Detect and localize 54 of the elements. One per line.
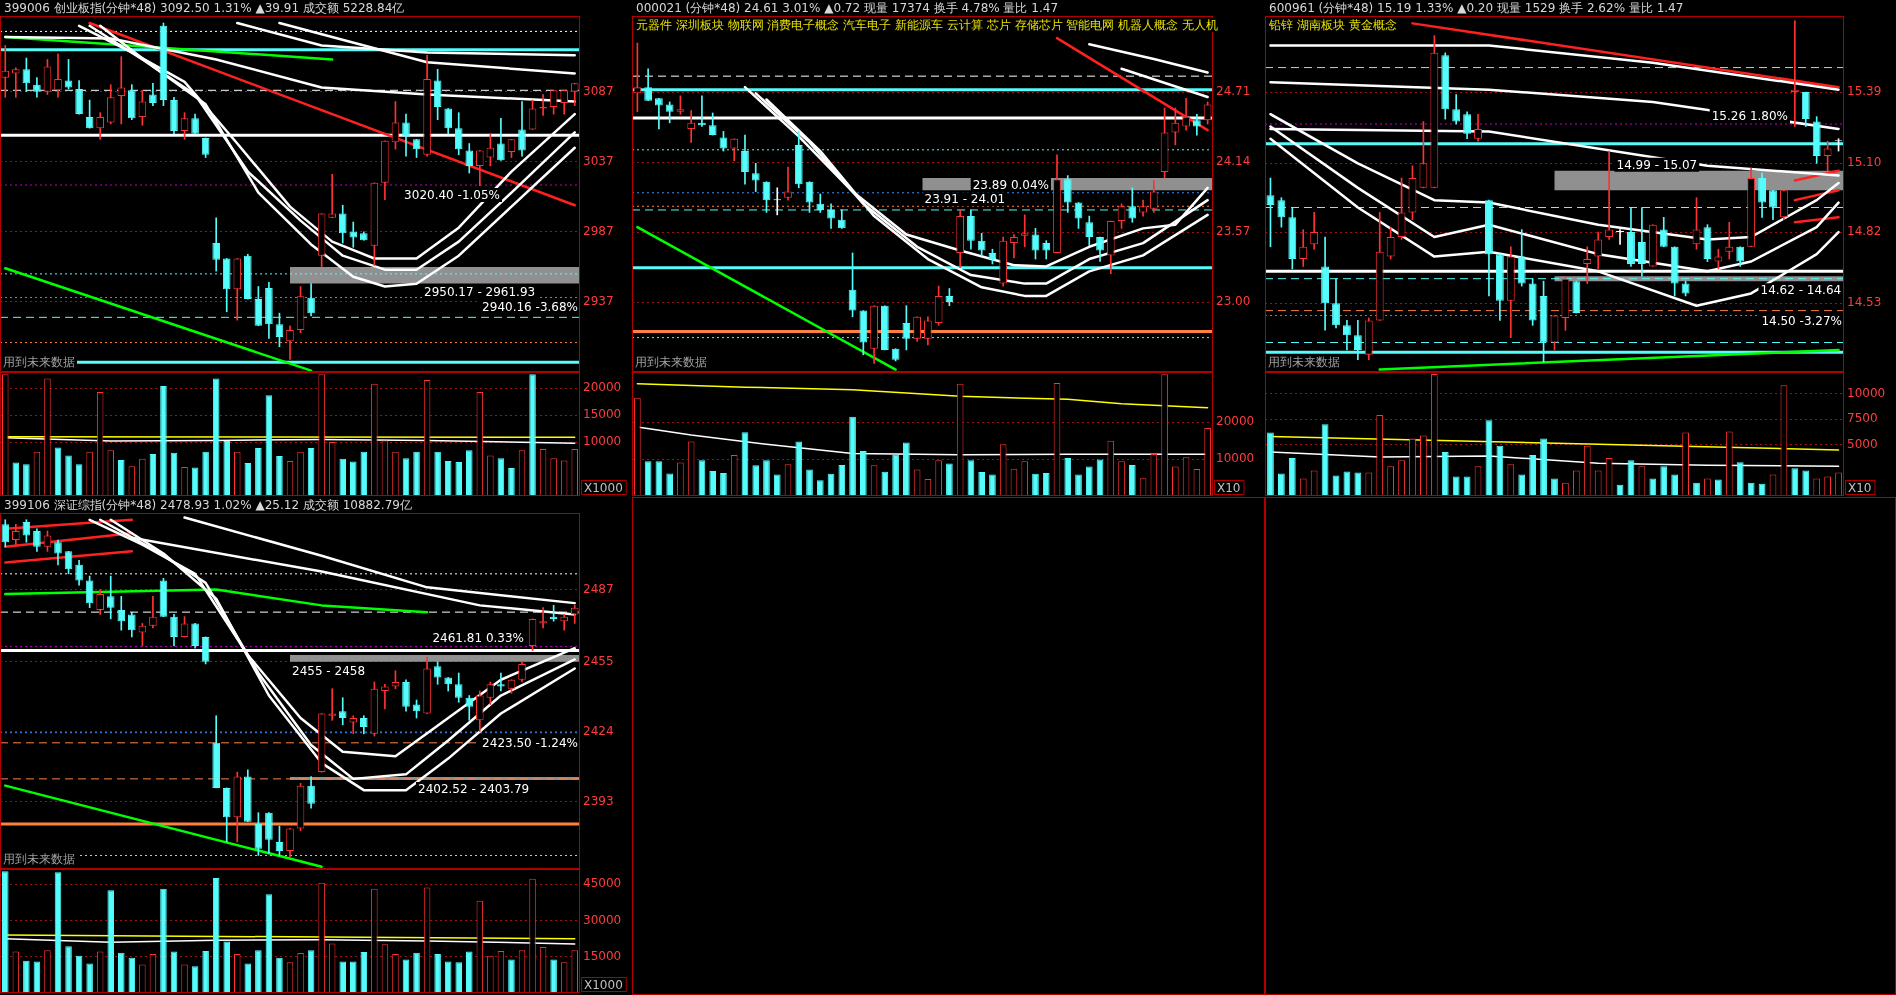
- y-tick-label: 23.57: [1216, 224, 1251, 239]
- y-tick-label: 2455: [583, 653, 614, 668]
- y-tick-label: 2393: [583, 793, 614, 808]
- ref-line-label: 14.50 -3.27%: [1761, 313, 1843, 328]
- y-tick-label: 10000: [1847, 385, 1886, 400]
- y-tick-label: 2424: [583, 723, 614, 738]
- y-tick-label: 2487: [583, 581, 614, 596]
- ref-line-label: 23.89 0.04%: [972, 177, 1050, 192]
- y-tick-label: 15.10: [1847, 155, 1882, 170]
- ref-line-label: 15.26 1.80%: [1711, 109, 1789, 124]
- ref-line-label: 3020.40 -1.05%: [404, 188, 500, 203]
- y-tick-label: 15.39: [1847, 84, 1882, 99]
- ref-line-label: 2940.16 -3.68%: [482, 300, 578, 315]
- y-tick-label: 30000: [583, 912, 622, 927]
- y-tick-label: 15000: [583, 948, 622, 963]
- y-tick-label: 14.82: [1847, 224, 1882, 239]
- chart-title: 600961 (分钟*48) 15.19 1.33% ▲0.20 现量 1529 换手 2.62% 量比 1.47: [1269, 1, 1684, 15]
- band-label: 23.91 - 24.01: [924, 192, 1006, 207]
- y-tick-label: 3037: [583, 153, 614, 168]
- y-tick-label: 10000: [583, 434, 622, 449]
- band-label: 2402.52 - 2403.79: [418, 782, 530, 797]
- y-axis-title: X10: [1217, 481, 1241, 495]
- chart-subtitle: 元器件 深圳板块 物联网 消费电子概念 汽车电子 新能源车 云计算 芯片 存储芯片 智能电网 机器人概念 无人机: [636, 18, 1221, 32]
- band-label: 2455 - 2458: [292, 663, 366, 678]
- band-label: 14.62 - 14.64: [1760, 283, 1842, 298]
- band-label: 2950.17 - 2961.93: [424, 285, 536, 300]
- y-tick-label: 2987: [583, 223, 614, 238]
- chart-subtitle: 铅锌 湖南板块 黄金概念: [1269, 18, 1400, 32]
- y-axis-title: X1000: [584, 978, 623, 992]
- y-tick-label: 7500: [1847, 411, 1878, 426]
- y-tick-label: 24.14: [1216, 154, 1251, 169]
- y-tick-label: 5000: [1847, 436, 1878, 451]
- annotation: 用到未来数据: [3, 355, 75, 369]
- ref-line-label: 2423.50 -1.24%: [482, 735, 578, 750]
- chart-title: 399006 创业板指(分钟*48) 3092.50 1.31% ▲39.91 成交额 5228.84亿: [4, 1, 405, 15]
- y-tick-label: 20000: [1216, 414, 1255, 429]
- annotation: 用到未来数据: [3, 852, 75, 866]
- y-tick-label: 3087: [583, 83, 614, 98]
- y-tick-label: 24.71: [1216, 84, 1251, 99]
- annotation: 用到未来数据: [635, 355, 707, 369]
- chart-title: 000021 (分钟*48) 24.61 3.01% ▲0.72 现量 17374 换手 4.78% 量比 1.47: [636, 1, 1059, 15]
- y-axis-title: X1000: [584, 481, 623, 495]
- band-label: 14.99 - 15.07: [1616, 157, 1698, 172]
- y-tick-label: 14.53: [1847, 295, 1882, 310]
- y-axis-title: X10: [1848, 481, 1872, 495]
- ref-line-label: 2461.81 0.33%: [432, 631, 524, 646]
- y-tick-label: 2937: [583, 294, 614, 309]
- annotation: 用到未来数据: [1268, 355, 1340, 369]
- y-tick-label: 20000: [583, 380, 622, 395]
- y-tick-label: 45000: [583, 876, 622, 891]
- chart-title: 399106 深证综指(分钟*48) 2478.93 1.02% ▲25.12 成交额 10882.79亿: [4, 498, 412, 512]
- y-tick-label: 10000: [1216, 451, 1255, 466]
- y-tick-label: 15000: [583, 407, 622, 422]
- y-tick-label: 23.00: [1216, 294, 1251, 309]
